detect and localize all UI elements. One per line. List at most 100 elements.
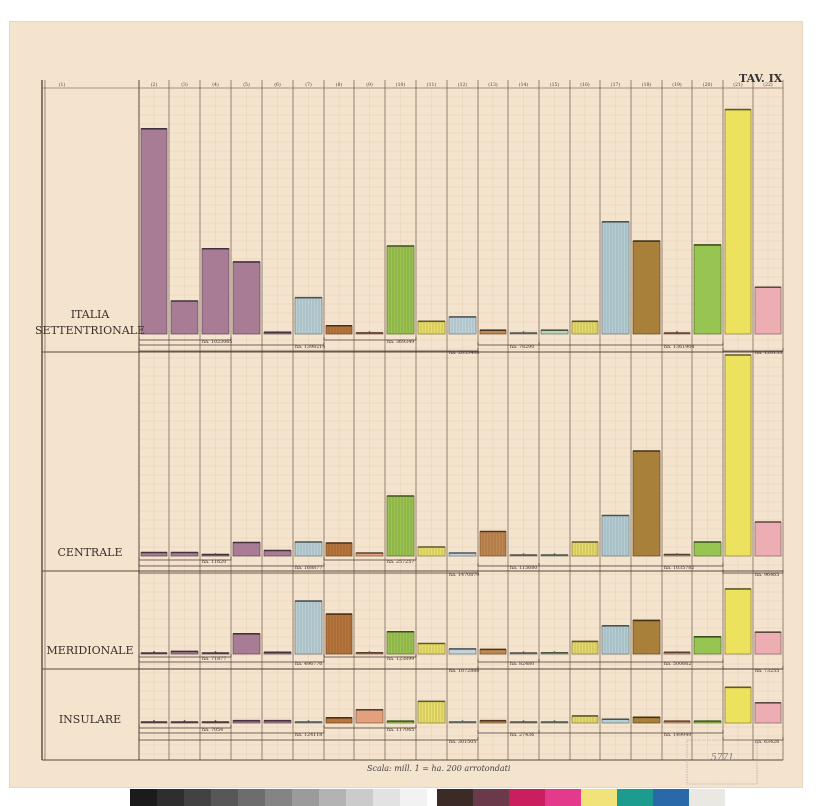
bar bbox=[386, 495, 415, 557]
bar-fill bbox=[571, 641, 599, 655]
calibration-swatch bbox=[653, 789, 689, 806]
bar bbox=[754, 631, 782, 655]
bar-fill bbox=[201, 248, 230, 335]
bar bbox=[263, 651, 292, 655]
bar-fill bbox=[601, 221, 630, 335]
total-bracket bbox=[538, 730, 724, 734]
region-label: CENTRALE bbox=[58, 546, 123, 559]
column-header: (3) bbox=[181, 81, 188, 88]
total-bracket bbox=[538, 342, 724, 346]
bar bbox=[632, 450, 661, 557]
bar bbox=[386, 630, 415, 655]
bar-dot bbox=[214, 651, 217, 653]
total-label: ha. 257257 bbox=[387, 559, 414, 565]
total-label: ha. 117065 bbox=[387, 727, 414, 733]
bar-fill bbox=[724, 686, 752, 724]
bar-fill bbox=[232, 633, 261, 655]
bar bbox=[632, 716, 661, 724]
bar-dot bbox=[676, 553, 678, 555]
bar bbox=[601, 718, 630, 724]
bar-fill bbox=[232, 542, 261, 557]
total-bracket bbox=[138, 570, 479, 574]
bar bbox=[232, 719, 261, 724]
total-bracket bbox=[538, 659, 724, 663]
bar bbox=[417, 642, 446, 655]
column-header: (14) bbox=[519, 81, 529, 88]
total-bracket bbox=[722, 348, 784, 352]
bar bbox=[355, 552, 384, 557]
bar bbox=[448, 552, 477, 557]
total-label: ha. 11620 bbox=[202, 559, 226, 565]
bar-fill bbox=[632, 620, 661, 655]
bar-fill bbox=[325, 542, 353, 557]
bar bbox=[479, 530, 507, 557]
calibration-swatch bbox=[130, 789, 157, 806]
region-label: MERIDIONALE bbox=[46, 644, 133, 657]
total-bracket bbox=[138, 348, 479, 352]
calibration-swatch bbox=[319, 789, 346, 806]
total-bracket bbox=[323, 725, 417, 729]
bar bbox=[201, 553, 230, 557]
column-header: (11) bbox=[427, 81, 437, 88]
bar-fill bbox=[140, 128, 168, 335]
bar bbox=[448, 316, 477, 335]
bar bbox=[724, 108, 752, 335]
bar bbox=[754, 286, 782, 335]
bar bbox=[170, 720, 199, 724]
bar bbox=[571, 715, 599, 724]
bar-dot bbox=[368, 651, 371, 653]
bar-fill bbox=[693, 636, 722, 655]
bar-fill bbox=[693, 541, 722, 557]
column-header: (6) bbox=[274, 81, 281, 88]
total-bracket bbox=[138, 557, 232, 561]
text-layer: TAV. IX Scala: mill. 1 = ha. 200 arroton… bbox=[35, 72, 783, 773]
bar-fill bbox=[632, 450, 661, 557]
bar bbox=[232, 633, 261, 655]
bar bbox=[724, 588, 752, 655]
bar bbox=[263, 719, 292, 724]
bar bbox=[417, 546, 446, 557]
column-header: (10) bbox=[396, 81, 406, 88]
total-label: ha. 78290 bbox=[510, 344, 534, 350]
bar-fill bbox=[386, 631, 415, 655]
bar bbox=[355, 709, 384, 724]
bar bbox=[294, 600, 323, 655]
bar bbox=[325, 717, 353, 724]
total-label: ha. 123899 bbox=[387, 656, 414, 662]
bar bbox=[540, 651, 569, 655]
bar bbox=[201, 247, 230, 335]
total-label: ha. 115680 bbox=[510, 565, 537, 571]
bar bbox=[140, 551, 168, 557]
total-bracket bbox=[722, 570, 784, 574]
total-label: ha. 27436 bbox=[510, 732, 534, 738]
bar bbox=[140, 651, 168, 655]
total-label: ha. 369349 bbox=[387, 339, 414, 345]
bar-fill bbox=[601, 625, 630, 655]
bar-fill bbox=[601, 515, 630, 557]
total-label: ha. 1470879 bbox=[449, 572, 479, 578]
bar-fill bbox=[754, 702, 782, 724]
column-header: (7) bbox=[305, 81, 312, 88]
column-header: (15) bbox=[550, 81, 560, 88]
bar-fill bbox=[417, 546, 446, 557]
bar bbox=[724, 686, 752, 724]
bar bbox=[479, 648, 507, 655]
bar-fill bbox=[479, 531, 507, 557]
bar-dot bbox=[276, 651, 279, 653]
bar-fill bbox=[294, 541, 323, 557]
bar-fill bbox=[232, 261, 261, 335]
total-label: ha. 96465 bbox=[755, 572, 779, 578]
bar-fill bbox=[754, 631, 782, 655]
total-label: ha. 500662 bbox=[664, 661, 691, 667]
bar bbox=[601, 625, 630, 655]
bar-fill bbox=[294, 600, 323, 655]
column-header: (22) bbox=[763, 81, 773, 88]
bar bbox=[663, 331, 691, 335]
column-header: (20) bbox=[703, 81, 713, 88]
total-bracket bbox=[138, 666, 479, 670]
column-header: (2) bbox=[151, 81, 158, 88]
region-label: SETTENTRIONALE bbox=[35, 324, 145, 337]
column-header: (18) bbox=[642, 81, 652, 88]
